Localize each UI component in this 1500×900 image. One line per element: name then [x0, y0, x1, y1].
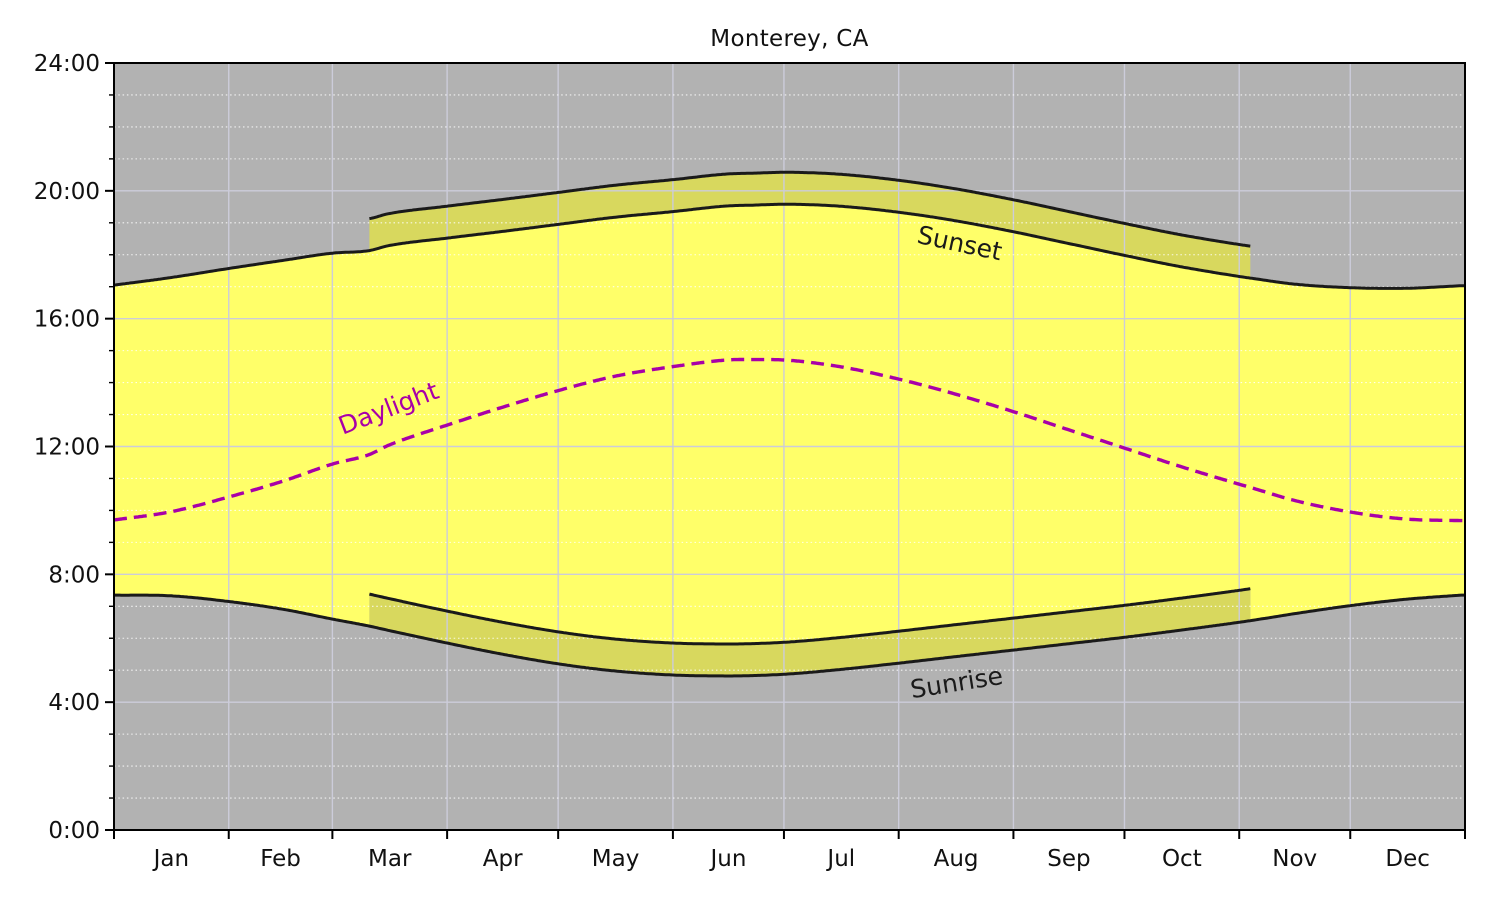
- y-tick-label: 20:00: [34, 179, 100, 205]
- dst-evening-band: [369, 172, 1251, 279]
- fill-regions: [114, 172, 1465, 676]
- x-tick-label: May: [592, 846, 640, 872]
- y-tick-label: 16:00: [34, 307, 100, 333]
- x-tick-label: Aug: [934, 846, 979, 872]
- x-tick-label: Oct: [1162, 846, 1202, 872]
- daylight-region: [114, 204, 1465, 645]
- x-tick-label: Mar: [368, 846, 412, 872]
- x-tick-label: Apr: [483, 846, 523, 872]
- sunrise-dst-line: [369, 587, 1251, 646]
- y-tick-label: 0:00: [48, 818, 100, 844]
- chart-title: Monterey, CA: [710, 26, 869, 52]
- dst-morning-band: [369, 588, 1251, 676]
- y-tick-label: 24:00: [34, 51, 100, 77]
- y-tick-label: 8:00: [48, 562, 100, 588]
- gridlines: [114, 63, 1465, 830]
- sunset-dst-line: [369, 170, 1251, 248]
- sunset-standard-line: [113, 202, 1465, 290]
- x-tick-label: Dec: [1385, 846, 1430, 872]
- x-tick-label: Jun: [708, 846, 746, 872]
- y-tick-label: 4:00: [48, 690, 100, 716]
- daylight-duration-line: [113, 357, 1465, 523]
- axes: 0:00 4:00 8:00 12:00 16:00 20:00 24:00 Jan Feb Ma…: [34, 51, 1466, 872]
- y-tick-label: 12:00: [34, 435, 100, 461]
- curves: [113, 170, 1465, 678]
- x-tick-label: Sep: [1047, 846, 1090, 872]
- x-tick-label: Feb: [260, 846, 301, 872]
- x-tick-label: Jan: [152, 846, 189, 872]
- x-tick-label: Jul: [825, 846, 855, 872]
- sunrise-standard-line: [114, 593, 1465, 678]
- x-tick-label: Nov: [1272, 846, 1317, 872]
